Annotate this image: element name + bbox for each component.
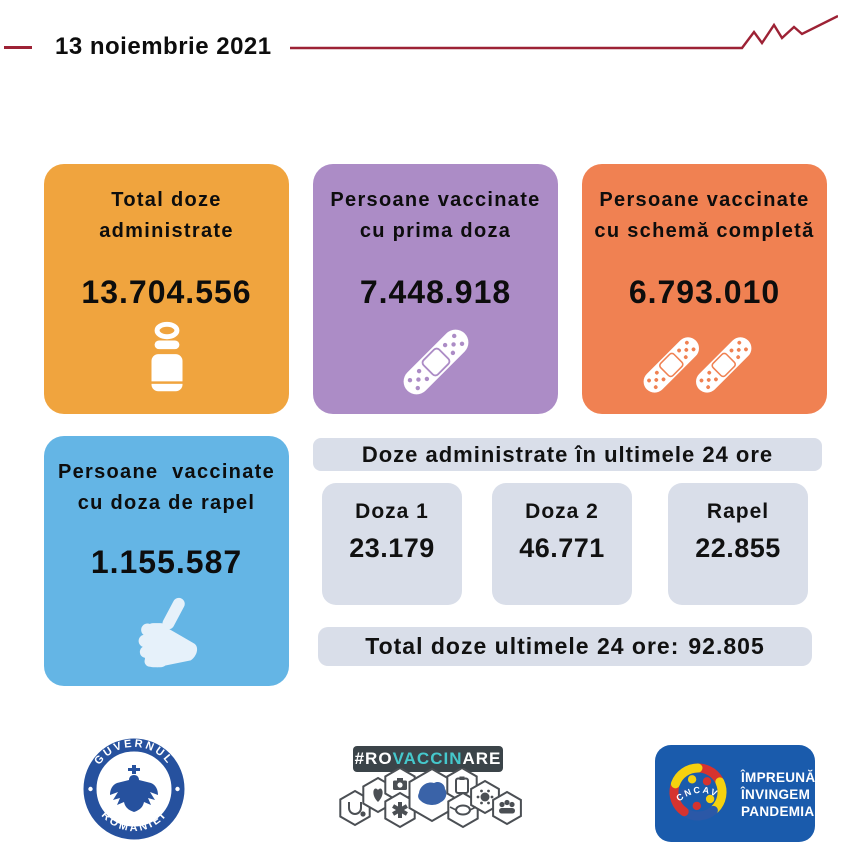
- card-value: 1.155.587: [90, 544, 243, 580]
- last24-total-bar: Total doze ultimele 24 ore: 92.805: [318, 627, 812, 666]
- cncav-emblem-icon: CNCAV: [669, 763, 727, 821]
- last24-total-label: Total doze ultimele 24 ore:: [365, 633, 680, 659]
- last24-label: Rapel: [706, 500, 770, 523]
- double-bandage-icon: [582, 320, 827, 408]
- last24-card-rapel: Rapel 22.855: [668, 483, 808, 605]
- last24-total-value: 92.805: [688, 633, 765, 659]
- last24-value: 23.179: [349, 533, 435, 563]
- cncav-slogan: ÎMPREUNĂ ÎNVINGEM PANDEMIA: [741, 769, 815, 820]
- bandage-icon: [313, 316, 558, 408]
- government-seal-logo: GUVERNUL ROMÂNIEI: [83, 738, 185, 840]
- trend-line-icon: [290, 14, 838, 50]
- hashtag-part: #RO: [354, 749, 393, 768]
- stat-card-full-scheme: Persoane vaccinate cu schemă completă 6.7…: [582, 164, 827, 414]
- page-date: 13 noiembrie 2021: [55, 33, 272, 60]
- last24-card-doza1: Doza 1 23.179: [322, 483, 462, 605]
- hexagon-cluster-icon: [339, 768, 522, 829]
- vial-icon: [44, 320, 289, 408]
- last24-card-doza2: Doza 2 46.771: [492, 483, 632, 605]
- last24-panel-title: Doze administrate în ultimele 24 ore: [313, 438, 822, 471]
- stat-card-total-doses: Total doze administrate 13.704.556: [44, 164, 289, 414]
- rovaccinare-hashtag-badge: #RO VACCIN ARE: [353, 746, 503, 772]
- hashtag-part-teal: VACCIN: [392, 749, 463, 768]
- last24-value: 22.855: [695, 533, 781, 563]
- slogan-line: ÎNVINGEM: [741, 787, 811, 802]
- last24-label: Doza 2: [525, 500, 599, 523]
- romania-map-icon: [418, 781, 447, 805]
- stat-card-first-dose: Persoane vaccinate cu prima doza 7.448.91…: [313, 164, 558, 414]
- last24-value: 46.771: [519, 533, 605, 563]
- card-title: Persoane vaccinate cu doza de rapel: [57, 461, 276, 514]
- thumbs-up-icon: [44, 596, 289, 674]
- card-value: 7.448.918: [359, 274, 512, 310]
- slogan-line: ÎMPREUNĂ: [741, 770, 816, 785]
- stat-card-booster: Persoane vaccinate cu doza de rapel 1.155…: [44, 436, 289, 686]
- card-title: Persoane vaccinate cu prima doza: [330, 189, 541, 242]
- eagle-icon: [110, 765, 158, 812]
- rovaccinare-logo: #RO VACCIN ARE: [335, 742, 535, 856]
- cncav-logo: CNCAV ÎMPREUNĂ ÎNVINGEM PANDEMIA: [655, 745, 815, 842]
- slogan-line: PANDEMIA: [741, 804, 815, 819]
- header-accent-dash: [4, 46, 32, 49]
- card-title: Persoane vaccinate cu schemă completă: [594, 189, 815, 242]
- card-title: Total doze administrate: [99, 189, 234, 242]
- last24-label: Doza 1: [355, 500, 429, 523]
- card-value: 13.704.556: [81, 274, 252, 310]
- card-value: 6.793.010: [628, 274, 781, 310]
- hashtag-part: ARE: [462, 749, 502, 768]
